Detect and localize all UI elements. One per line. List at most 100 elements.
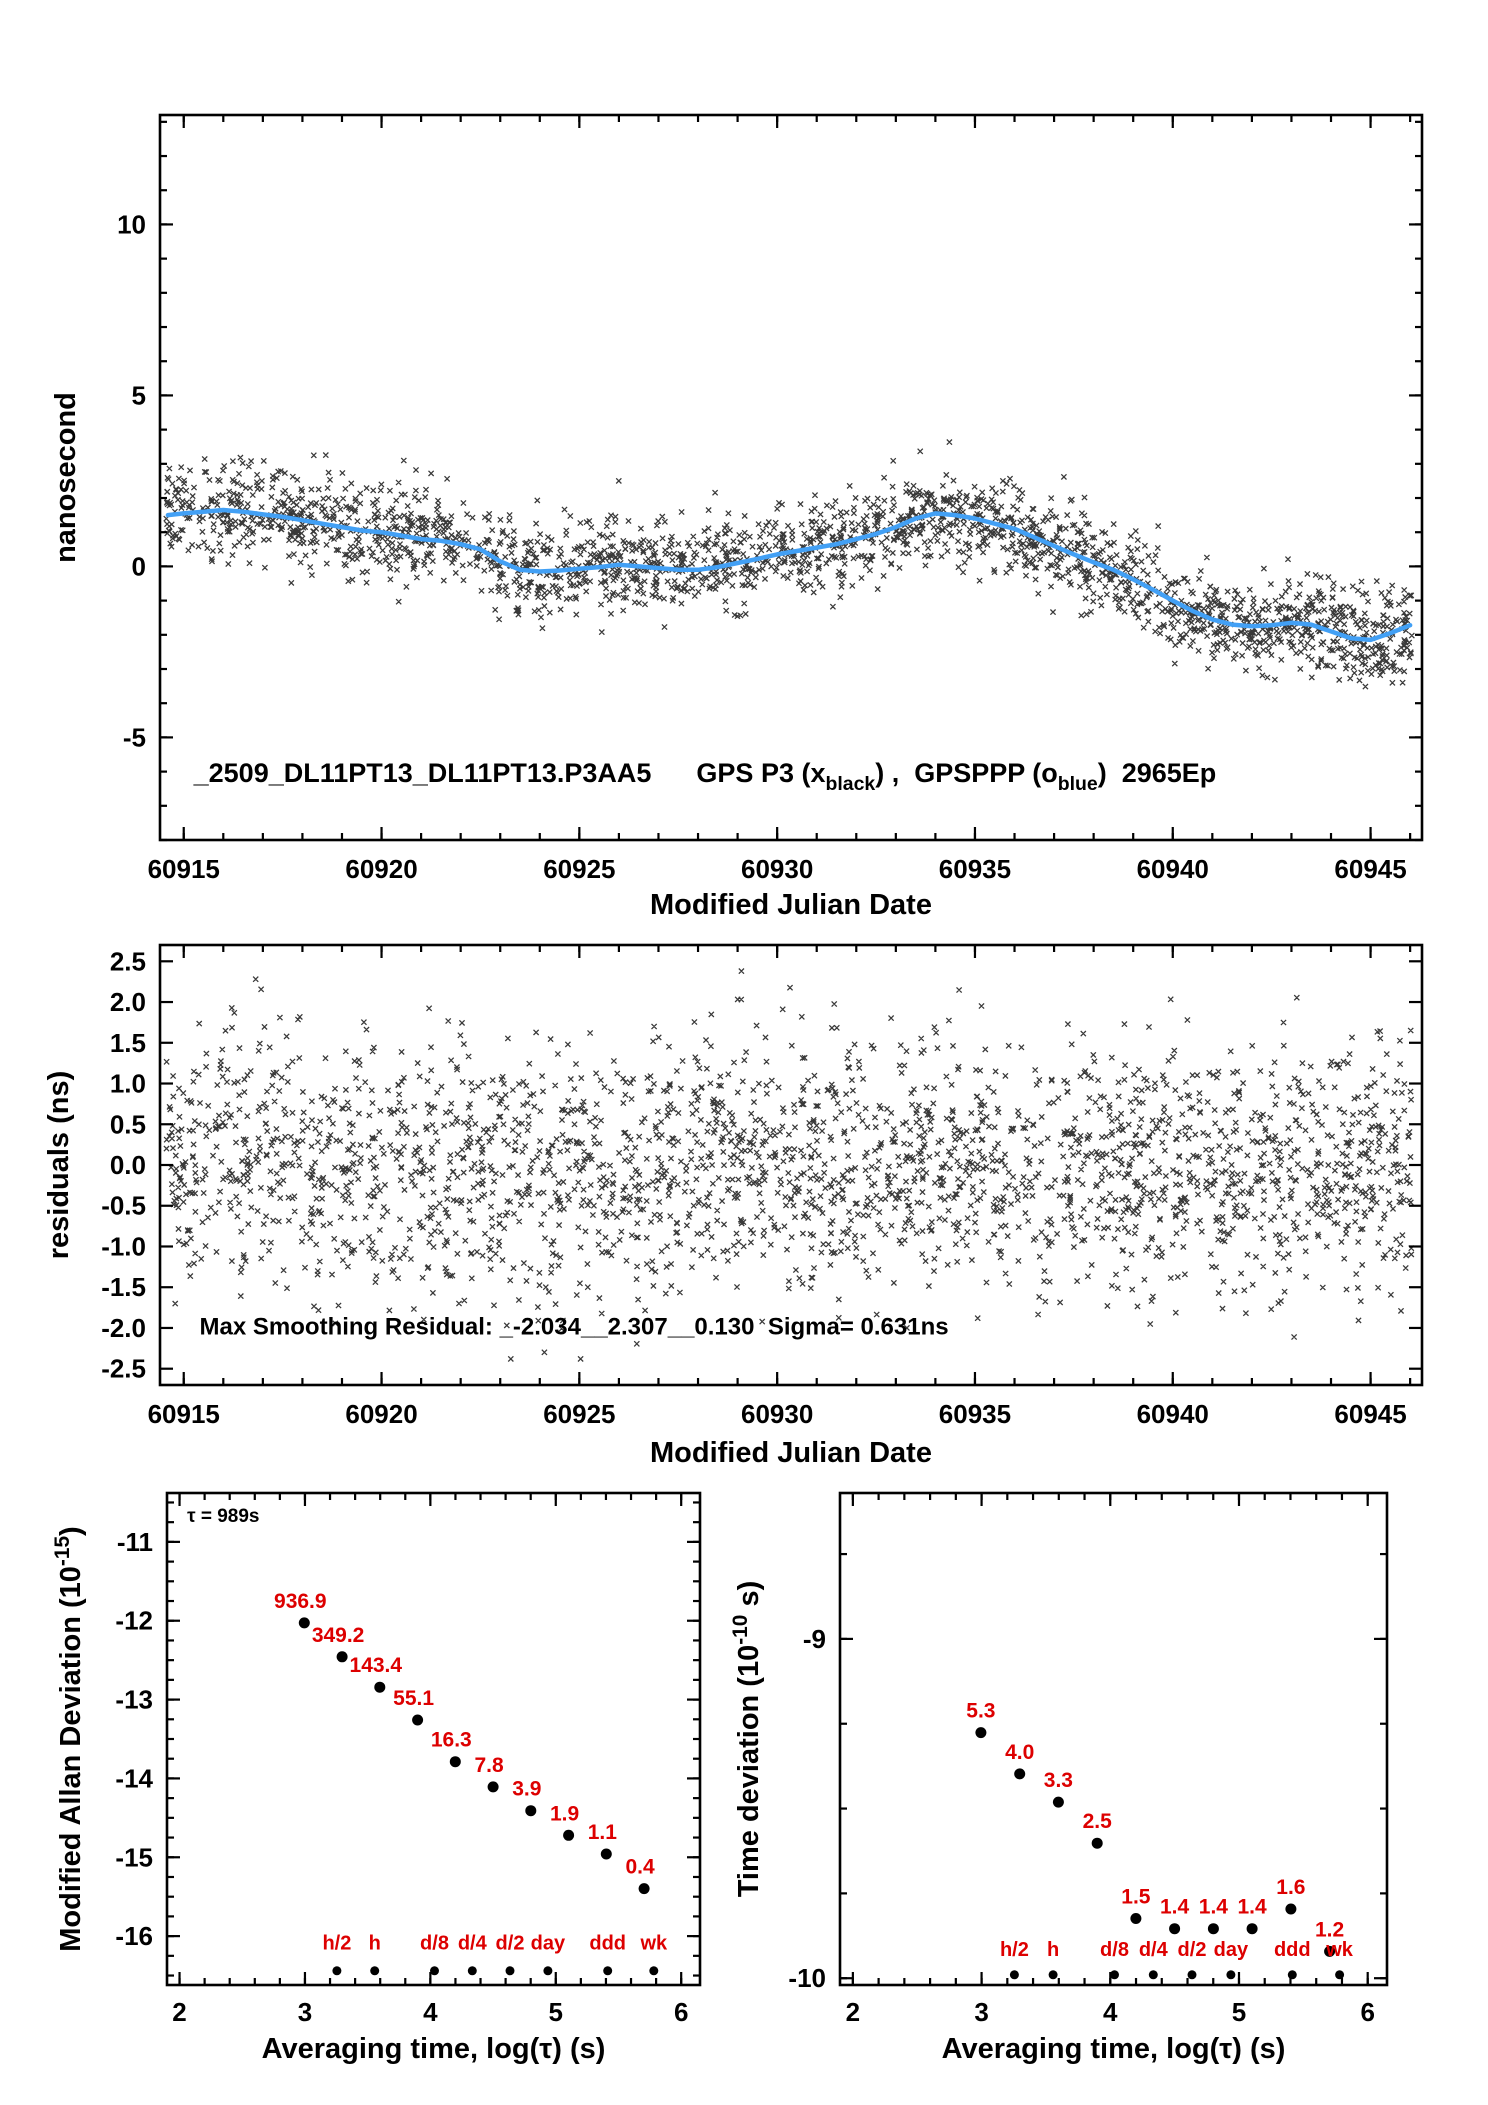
tdev-x-tick-label: 5: [1232, 1997, 1246, 2027]
mdev-data-point: [563, 1829, 575, 1841]
tdev-point-value-label: 1.2: [1315, 1918, 1344, 1941]
time-marker-label: d/8: [1100, 1939, 1129, 1961]
time-marker-dot: [505, 1966, 515, 1976]
tdev-data-point: [1091, 1837, 1103, 1849]
time-marker-dot: [430, 1966, 439, 1976]
time-marker-dot: [1187, 1970, 1197, 1980]
time-marker-dot: [1110, 1970, 1119, 1980]
mdev-x-tick-label: 5: [549, 1997, 563, 2027]
gpsppp-smoothed-line: [165, 507, 1413, 643]
mdev-point-value-label: 3.9: [512, 1778, 541, 1801]
mdev-point-value-label: 55.1: [393, 1687, 434, 1710]
gps-comparison-x-tick-label: 60915: [148, 854, 220, 884]
mdev-frame: [165, 1491, 702, 1987]
residuals-y-tick-label: 0.5: [110, 1109, 146, 1139]
plot-caption: _2509_DL11PT13_DL11PT13.P3AA5 GPS P3 (xb…: [193, 758, 1217, 795]
residuals-y-tick-label: 0.0: [110, 1150, 146, 1180]
tdev-y-tick-label: -9: [803, 1624, 826, 1654]
time-marker-label: h/2: [322, 1933, 351, 1955]
tdev-y-tick-label: -10: [788, 1963, 826, 1993]
residuals-x-tick-label: 60930: [741, 1399, 813, 1429]
time-marker-dot: [1148, 1970, 1158, 1980]
time-marker-dot: [467, 1966, 477, 1976]
mdev-point-value-label: 143.4: [350, 1654, 403, 1677]
tdev-data-point: [1169, 1923, 1181, 1935]
mdev-x-tick-label: 3: [298, 1997, 312, 2027]
mdev-y-tick-label: -14: [115, 1763, 153, 1793]
tdev-point-value-label: 1.4: [1237, 1896, 1267, 1919]
mdev-point-value-label: 349.2: [312, 1624, 365, 1647]
time-marker-dot: [1048, 1970, 1058, 1980]
time-marker-dot: [1287, 1970, 1297, 1980]
tdev-point-value-label: 4.0: [1005, 1741, 1034, 1764]
time-marker-label: wk: [1325, 1939, 1354, 1961]
gps-comparison-x-tick-label: 60940: [1137, 854, 1209, 884]
mdev-y-axis-label: Modified Allan Deviation (10-15): [51, 1526, 87, 1951]
chart-tdev: 5.3 4.0 3.3 2.5 1.5 1.4 1.4 1.4 1.6 1.2 h/2 h d/8 d/4…: [729, 1491, 1389, 2065]
tdev-point-value-label: 2.5: [1083, 1810, 1113, 1833]
time-marker-dot: [1226, 1970, 1236, 1980]
residuals-x-tick-label: 60935: [939, 1399, 1011, 1429]
mdev-point-value-label: 7.8: [474, 1754, 504, 1777]
mdev-data-point: [525, 1805, 537, 1817]
mdev-x-tick-label: 2: [172, 1997, 186, 2027]
tdev-data-point: [1014, 1768, 1026, 1780]
chart-mdev: 936.9 349.2 143.4 55.1 16.37.8 3.9 1.9 1.1 0.4 h/…: [51, 1491, 702, 2065]
time-marker-label: ddd: [1274, 1939, 1311, 1961]
residuals-y-tick-label: -2.5: [101, 1354, 146, 1384]
residuals-x-tick-label: 60925: [543, 1399, 615, 1429]
residuals-scatter-points: [163, 968, 1415, 1362]
time-marker-label: d/8: [420, 1933, 449, 1955]
time-marker-label: day: [531, 1933, 566, 1955]
tdev-point-value-label: 5.3: [966, 1700, 995, 1723]
tdev-data-point: [1130, 1913, 1142, 1924]
tdev-point-value-label: 3.3: [1044, 1769, 1073, 1792]
residuals-x-axis-label: Modified Julian Date: [650, 1437, 932, 1469]
gps-comparison-x-tick-label: 60935: [939, 854, 1011, 884]
mdev-data-point: [298, 1617, 310, 1629]
tdev-frame: [838, 1491, 1389, 1987]
residuals-y-tick-label: 2.0: [110, 987, 146, 1017]
gps-comparison-frame: [158, 113, 1424, 842]
residuals-y-tick-label: 2.5: [110, 946, 146, 976]
time-marker-label: ddd: [589, 1933, 626, 1955]
time-marker-label: h/2: [1000, 1939, 1029, 1961]
mdev-y-tick-label: -15: [115, 1842, 153, 1872]
time-marker-label: d/2: [496, 1933, 525, 1955]
mdev-point-value-label: 0.4: [625, 1856, 655, 1879]
mdev-data-point: [336, 1651, 348, 1663]
residuals-x-tick-label: 60920: [345, 1399, 417, 1429]
mdev-data-point: [600, 1848, 612, 1860]
gps-p3-scatter-points: [163, 439, 1415, 690]
gps-comparison-y-tick-label: -5: [123, 722, 146, 752]
gps-comparison-y-tick-label: 10: [117, 209, 146, 239]
mdev-data-point: [412, 1714, 424, 1726]
gps-comparison-x-tick-label: 60920: [345, 854, 417, 884]
residuals-y-axis-label: residuals (ns): [43, 1071, 75, 1260]
time-marker-label: d/4: [1139, 1939, 1169, 1961]
tdev-point-value-label: 1.6: [1276, 1876, 1305, 1899]
mdev-data-point: [374, 1681, 386, 1693]
time-marker-label: d/2: [1178, 1939, 1207, 1961]
tdev-x-tick-label: 3: [974, 1997, 988, 2027]
tdev-data-point: [1052, 1796, 1064, 1808]
residuals-y-tick-label: -1.0: [101, 1231, 146, 1261]
time-marker-label: h: [1047, 1939, 1059, 1961]
time-marker-dot: [332, 1966, 342, 1976]
residuals-y-tick-label: 1.5: [110, 1028, 146, 1058]
tdev-x-tick-label: 6: [1360, 1997, 1374, 2027]
tdev-y-axis-label: Time deviation (10-10 s): [729, 1581, 765, 1898]
residuals-y-tick-label: -1.5: [101, 1272, 146, 1302]
residuals-y-tick-label: -2.0: [101, 1313, 146, 1343]
tdev-data-point: [1324, 1945, 1336, 1957]
mdev-x-tick-label: 4: [423, 1997, 438, 2027]
mdev-data-point: [449, 1756, 461, 1768]
gps-comparison-x-tick-label: 60945: [1334, 854, 1406, 884]
residuals-x-tick-label: 60940: [1137, 1399, 1209, 1429]
time-marker-dot: [543, 1966, 553, 1976]
mdev-x-axis-label: Averaging time, log(τ) (s): [262, 2033, 606, 2065]
gps-comparison-y-tick-label: 0: [132, 551, 146, 581]
time-marker-dot: [1335, 1970, 1345, 1980]
